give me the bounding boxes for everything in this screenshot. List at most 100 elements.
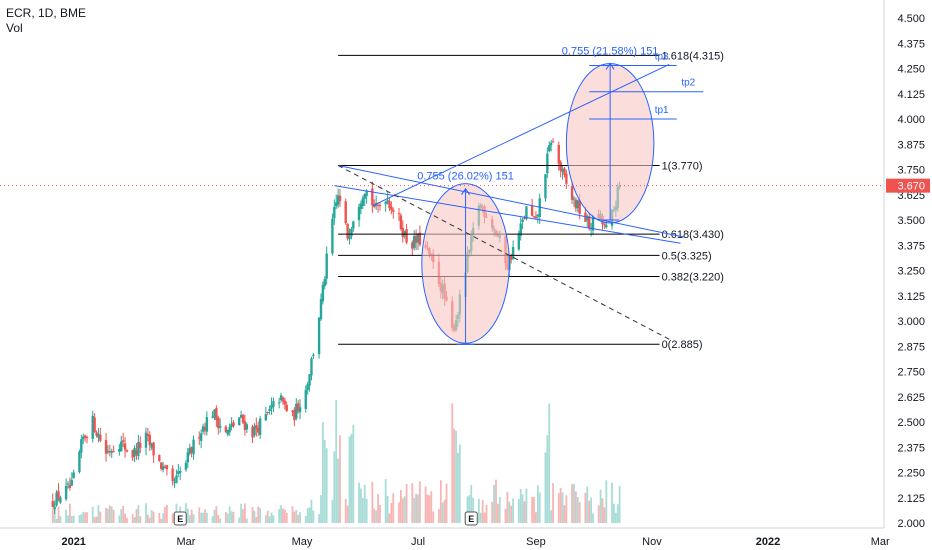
candle-body [53,506,56,510]
volume-bar [280,505,282,523]
symbol-title[interactable]: ECR, 1D, BME [6,6,87,20]
volume-bar [588,500,591,523]
candle-body [361,198,365,206]
candle-body [310,358,313,376]
volume-bar [559,487,562,523]
candle-body [530,205,534,216]
volume-bar [371,482,374,523]
volume-bar [86,512,88,523]
candle-body [218,426,222,428]
earnings-marker [464,511,478,526]
candle-body [64,485,68,500]
volume-bar [244,503,246,523]
volume-bar [571,484,573,523]
candle-body [378,205,382,207]
volume-bar [312,510,315,523]
candle-body [352,221,355,229]
candle-body [414,235,418,243]
candle-body [534,216,538,219]
candle-body [144,432,148,448]
candle-body [66,483,70,485]
candle-body [405,229,408,243]
candle-body [161,466,165,470]
candle-body [108,451,112,453]
candle-body [401,227,404,238]
candle-body [281,397,285,402]
volume-bar [95,516,98,523]
volume-bar [295,509,298,523]
candle-body [603,223,606,226]
volume-bar [390,503,393,523]
candle-body [319,298,323,320]
candle-body [563,168,566,175]
volume-bar [232,511,235,523]
candle-body [359,203,363,209]
volume-bar [97,505,100,523]
drawings-layer[interactable]: 1.618(4.315) 1(3.770) 0.618(3.430) 0.5(3.32… [173,45,724,526]
y-tick-label: 4.000 [897,114,925,126]
volume-bar [352,424,355,523]
target-label: tp1 [655,105,669,116]
volume-bar [523,501,526,523]
candle-body [333,207,336,219]
volume-bar [398,502,400,523]
trendline [338,164,685,238]
volume-bar [69,503,71,523]
volume-bar [84,512,87,523]
candle-body [57,491,60,501]
dashed-trendline [337,165,674,342]
candle-body [230,423,233,427]
candle-body [532,216,536,218]
y-tick-label: 4.250 [897,64,925,76]
candle-body [120,441,123,452]
volume-bar [164,506,166,523]
measure-arrowhead [461,187,470,195]
volume-bar [211,516,214,523]
measure-label: 0.755 (26.02%) 151 [417,171,514,183]
volume-bar [350,433,353,523]
target-label: tp3 [655,51,669,62]
volume-bar [441,502,444,523]
y-tick-label: 3.750 [897,165,925,177]
candle-body [68,485,72,488]
trendline [372,64,670,207]
candle-body [357,206,361,221]
volume-bar [91,506,94,523]
chart-legend: ECR, 1D, BME Vol [6,6,86,36]
candle-body [78,451,81,473]
candle-body [179,470,182,473]
volume-bar [481,500,484,523]
volume-bar [565,495,568,523]
volume-bar [242,509,244,523]
volume-bar [55,518,58,523]
candle-body [523,217,526,219]
volume-bar [428,495,431,523]
fib-level-label: 0.5(3.325) [662,250,712,262]
volume-bar [339,435,341,523]
candle-body [373,204,376,207]
candle-body [390,206,393,210]
volume-bar [384,479,387,523]
volume-bar [108,505,111,523]
candle-body [82,436,85,440]
candle-body [587,216,591,228]
volume-bar [495,479,497,523]
volume-bar [493,484,495,523]
volume-bar [525,488,528,523]
volume-bar [363,484,366,523]
candle-body [551,141,555,143]
volume-bar [496,503,499,523]
volume-bar [257,506,260,523]
volume-bar [563,505,566,523]
volume-bar [546,434,549,523]
volume-bar [264,515,267,523]
y-tick-label: 2.375 [897,442,925,454]
volume-bar [392,493,395,523]
volume-bar [375,510,378,523]
volume-bar [186,508,189,523]
volume-bar [278,509,281,523]
volume-bar [348,436,351,523]
volume-legend-label[interactable]: Vol [6,21,23,35]
